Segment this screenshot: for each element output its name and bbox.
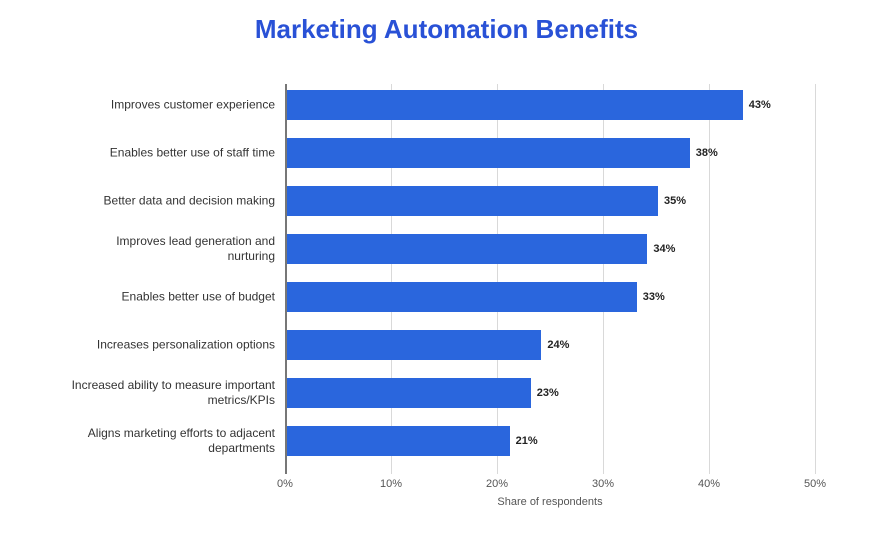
bar (287, 330, 541, 360)
category-label: Better data and decision making (70, 194, 275, 209)
bar-value-label: 43% (749, 99, 771, 111)
bar (287, 138, 690, 168)
category-label: Enables better use of budget (70, 290, 275, 305)
chart-title: Marketing Automation Benefits (0, 14, 893, 45)
x-tick-label: 20% (486, 478, 508, 490)
plot-area: 0%10%20%30%40%50%43%38%35%34%33%24%23%21… (285, 84, 815, 474)
category-label: Increased ability to measure important m… (70, 378, 275, 408)
gridline (815, 84, 816, 474)
x-tick-label: 40% (698, 478, 720, 490)
bar-value-label: 33% (643, 291, 665, 303)
bar (287, 426, 510, 456)
x-axis-title: Share of respondents (285, 496, 815, 508)
bar (287, 282, 637, 312)
x-tick-label: 10% (380, 478, 402, 490)
bar (287, 234, 647, 264)
chart-area: Improves customer experience Enables bett… (70, 84, 865, 504)
bar (287, 186, 658, 216)
category-label: Improves customer experience (70, 98, 275, 113)
x-tick-label: 0% (277, 478, 293, 490)
bar-value-label: 38% (696, 147, 718, 159)
category-label: Increases personalization options (70, 338, 275, 353)
x-tick-label: 30% (592, 478, 614, 490)
x-tick-label: 50% (804, 478, 826, 490)
category-label: Improves lead generation and nurturing (70, 234, 275, 264)
category-label: Aligns marketing efforts to adjacent dep… (70, 426, 275, 456)
bar-value-label: 21% (516, 435, 538, 447)
bar (287, 90, 743, 120)
gridline (709, 84, 710, 474)
category-label: Enables better use of staff time (70, 146, 275, 161)
bar-value-label: 34% (653, 243, 675, 255)
bar-value-label: 23% (537, 387, 559, 399)
bar-value-label: 35% (664, 195, 686, 207)
bar-value-label: 24% (547, 339, 569, 351)
bar (287, 378, 531, 408)
